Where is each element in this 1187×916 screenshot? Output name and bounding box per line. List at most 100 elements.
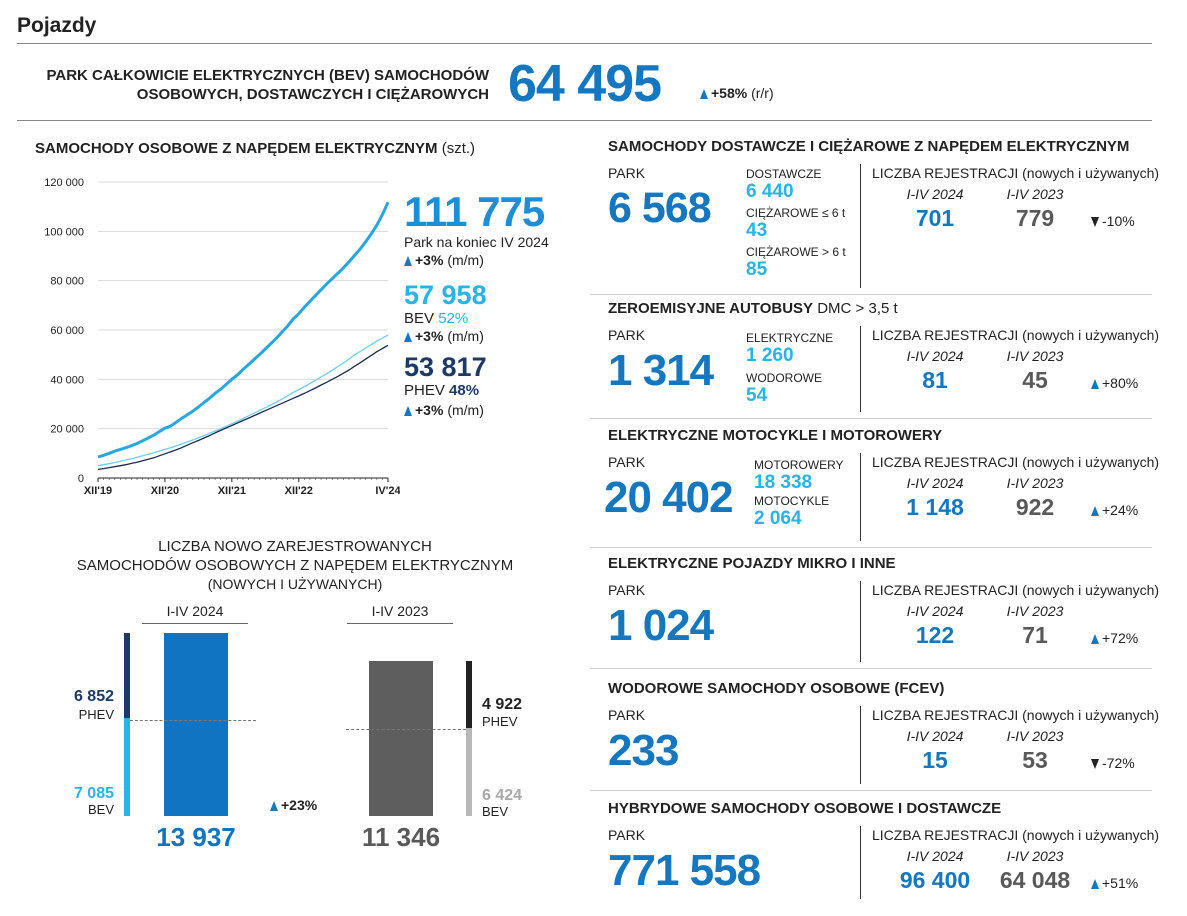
period-b: I-IV 2023 xyxy=(1006,186,1064,202)
period-a: I-IV 2024 xyxy=(906,475,964,491)
y-tick-label: 60 000 xyxy=(50,325,84,337)
section-divider xyxy=(860,164,861,288)
section-divider xyxy=(860,581,861,662)
bev-line xyxy=(97,334,389,467)
y-tick-label: 80 000 xyxy=(50,276,84,288)
x-tick-label: XII'20 xyxy=(151,485,179,497)
section-rule xyxy=(590,547,1152,548)
bev-change-value: +3% xyxy=(415,328,444,344)
bev-total-change-value: +58% xyxy=(711,85,748,101)
bev-total-value: 64 495 xyxy=(508,55,662,113)
park-value-fcev: 233 xyxy=(608,726,679,775)
reg-change: +80% xyxy=(1091,375,1138,391)
bev-share: 52% xyxy=(438,310,469,327)
reg-value-b: 71 xyxy=(1022,622,1048,648)
section-title-fcev: WODOROWE SAMOCHODY OSOBOWE (FCEV) xyxy=(608,680,944,697)
up-arrow-icon xyxy=(404,256,412,267)
bev-label: BEV xyxy=(404,310,435,327)
up-arrow-icon xyxy=(1091,879,1099,890)
phev-label-row: PHEV 48% xyxy=(404,382,479,399)
total-label: Park na koniec IV 2024 xyxy=(404,234,549,250)
total-change: +3% (m/m) xyxy=(404,252,484,268)
regs-title-line2: SAMOCHODÓW OSOBOWYCH Z NAPĘDEM ELEKTRYCZ… xyxy=(76,557,514,574)
period-2023-rule xyxy=(347,623,453,624)
section-title-hybrid: HYBRYDOWE SAMOCHODY OSOBOWE I DOSTAWCZE xyxy=(608,800,1001,817)
y-tick-label: 0 xyxy=(78,473,84,485)
period-b: I-IV 2023 xyxy=(1006,848,1064,864)
sub-value: 6 440 xyxy=(746,181,794,202)
period-b: I-IV 2023 xyxy=(1006,728,1064,744)
section-title-text: SAMOCHODY DOSTAWCZE I CIĘŻAROWE Z NAPĘDE… xyxy=(608,138,1130,155)
section-title-vans: SAMOCHODY DOSTAWCZE I CIĘŻAROWE Z NAPĘDE… xyxy=(608,138,1129,155)
park-label: PARK xyxy=(608,327,646,343)
section-title-text: WODOROWE SAMOCHODY OSOBOWE (FCEV) xyxy=(608,680,945,697)
bev-2024-label: BEV xyxy=(87,802,114,817)
sub-value: 2 064 xyxy=(754,508,802,529)
reg-change-value: +80% xyxy=(1102,375,1139,391)
section-title-suffix: DMC > 3,5 t xyxy=(817,300,898,317)
phev-2023-bar xyxy=(466,661,472,728)
sub-label: CIĘŻAROWE ≤ 6 t xyxy=(746,206,846,220)
period-a: I-IV 2024 xyxy=(906,603,964,619)
phev-share: 48% xyxy=(449,382,480,399)
period-a: I-IV 2024 xyxy=(906,728,964,744)
section-title-micro: ELEKTRYCZNE POJAZDY MIKRO I INNE xyxy=(608,555,896,572)
reg-change-value: +51% xyxy=(1102,875,1139,891)
phev-2024-value: 6 852 xyxy=(73,688,114,705)
reg-change: -10% xyxy=(1091,213,1135,229)
reg-change-value: +72% xyxy=(1102,630,1139,646)
reg-value-b: 922 xyxy=(1015,494,1055,520)
line-chart-title: SAMOCHODY OSOBOWE Z NAPĘDEM ELEKTRYCZNYM… xyxy=(35,140,475,157)
reg-title: LICZBA REJESTRACJI (nowych i używanych) xyxy=(872,165,1160,181)
section-title-text: ZEROEMISYJNE AUTOBUSY xyxy=(608,300,814,317)
bev-total-change-unit: (r/r) xyxy=(751,85,774,101)
period-a: I-IV 2024 xyxy=(906,848,964,864)
period-b: I-IV 2023 xyxy=(1006,348,1064,364)
phev-line xyxy=(97,344,389,471)
period-2024-label: I-IV 2024 xyxy=(166,603,224,619)
reg-change: +24% xyxy=(1091,502,1138,518)
park-label: PARK xyxy=(608,582,646,598)
bev-change-unit: (m/m) xyxy=(447,328,484,344)
total-2023-value: 11 346 xyxy=(361,822,441,852)
regs-title-line3: (NOWYCH I UŻYWANYCH) xyxy=(207,576,383,592)
bev-value: 57 958 xyxy=(404,280,487,310)
total-change-unit: (m/m) xyxy=(447,252,484,268)
total-line xyxy=(97,201,390,459)
bev-total-label-line1: PARK CAŁKOWICIE ELEKTRYCZNYCH (BEV) SAMO… xyxy=(46,67,490,84)
reg-change: +72% xyxy=(1091,630,1138,646)
bev-2023-value: 6 424 xyxy=(482,787,523,804)
phev-label: PHEV xyxy=(404,382,445,399)
up-arrow-icon xyxy=(1091,506,1099,517)
phev-value: 53 817 xyxy=(404,352,487,382)
reg-title: LICZBA REJESTRACJI (nowych i używanych) xyxy=(872,827,1160,843)
reg-value-a: 701 xyxy=(915,205,955,231)
reg-change-value: -10% xyxy=(1102,213,1135,229)
section-divider xyxy=(860,706,861,784)
park-label: PARK xyxy=(608,707,646,723)
phev-2024-bar xyxy=(124,633,130,718)
section-divider xyxy=(860,453,861,541)
bev-2023-label: BEV xyxy=(482,804,509,819)
up-arrow-icon xyxy=(1091,634,1099,645)
reg-change: -72% xyxy=(1091,755,1135,771)
sub-value: 85 xyxy=(746,259,768,280)
line-chart: 0 20 000 40 000 60 000 80 000 100 000 120 000 X… xyxy=(44,177,400,497)
phev-2023-label: PHEV xyxy=(482,714,518,729)
sub-value: 1 260 xyxy=(746,345,794,366)
park-value-hybrid: 771 558 xyxy=(608,846,761,895)
y-tick-label: 100 000 xyxy=(44,226,84,238)
sub-label: MOTOCYKLE xyxy=(754,494,830,508)
total-2024-bar xyxy=(164,633,228,816)
phev-2024-label: PHEV xyxy=(78,707,114,722)
section-title-moto: ELEKTRYCZNE MOTOCYKLE I MOTOROWERY xyxy=(608,427,942,444)
park-label: PARK xyxy=(608,165,646,181)
sub-value: 43 xyxy=(746,220,768,241)
bev-2023-bar xyxy=(466,728,472,816)
y-tick-label: 20 000 xyxy=(50,424,84,436)
sub-value: 18 338 xyxy=(754,472,813,493)
phev-2023-value: 4 922 xyxy=(482,696,523,713)
up-arrow-icon xyxy=(1091,379,1099,390)
section-rule xyxy=(590,668,1152,669)
bev-total-change: +58% (r/r) xyxy=(700,85,774,101)
